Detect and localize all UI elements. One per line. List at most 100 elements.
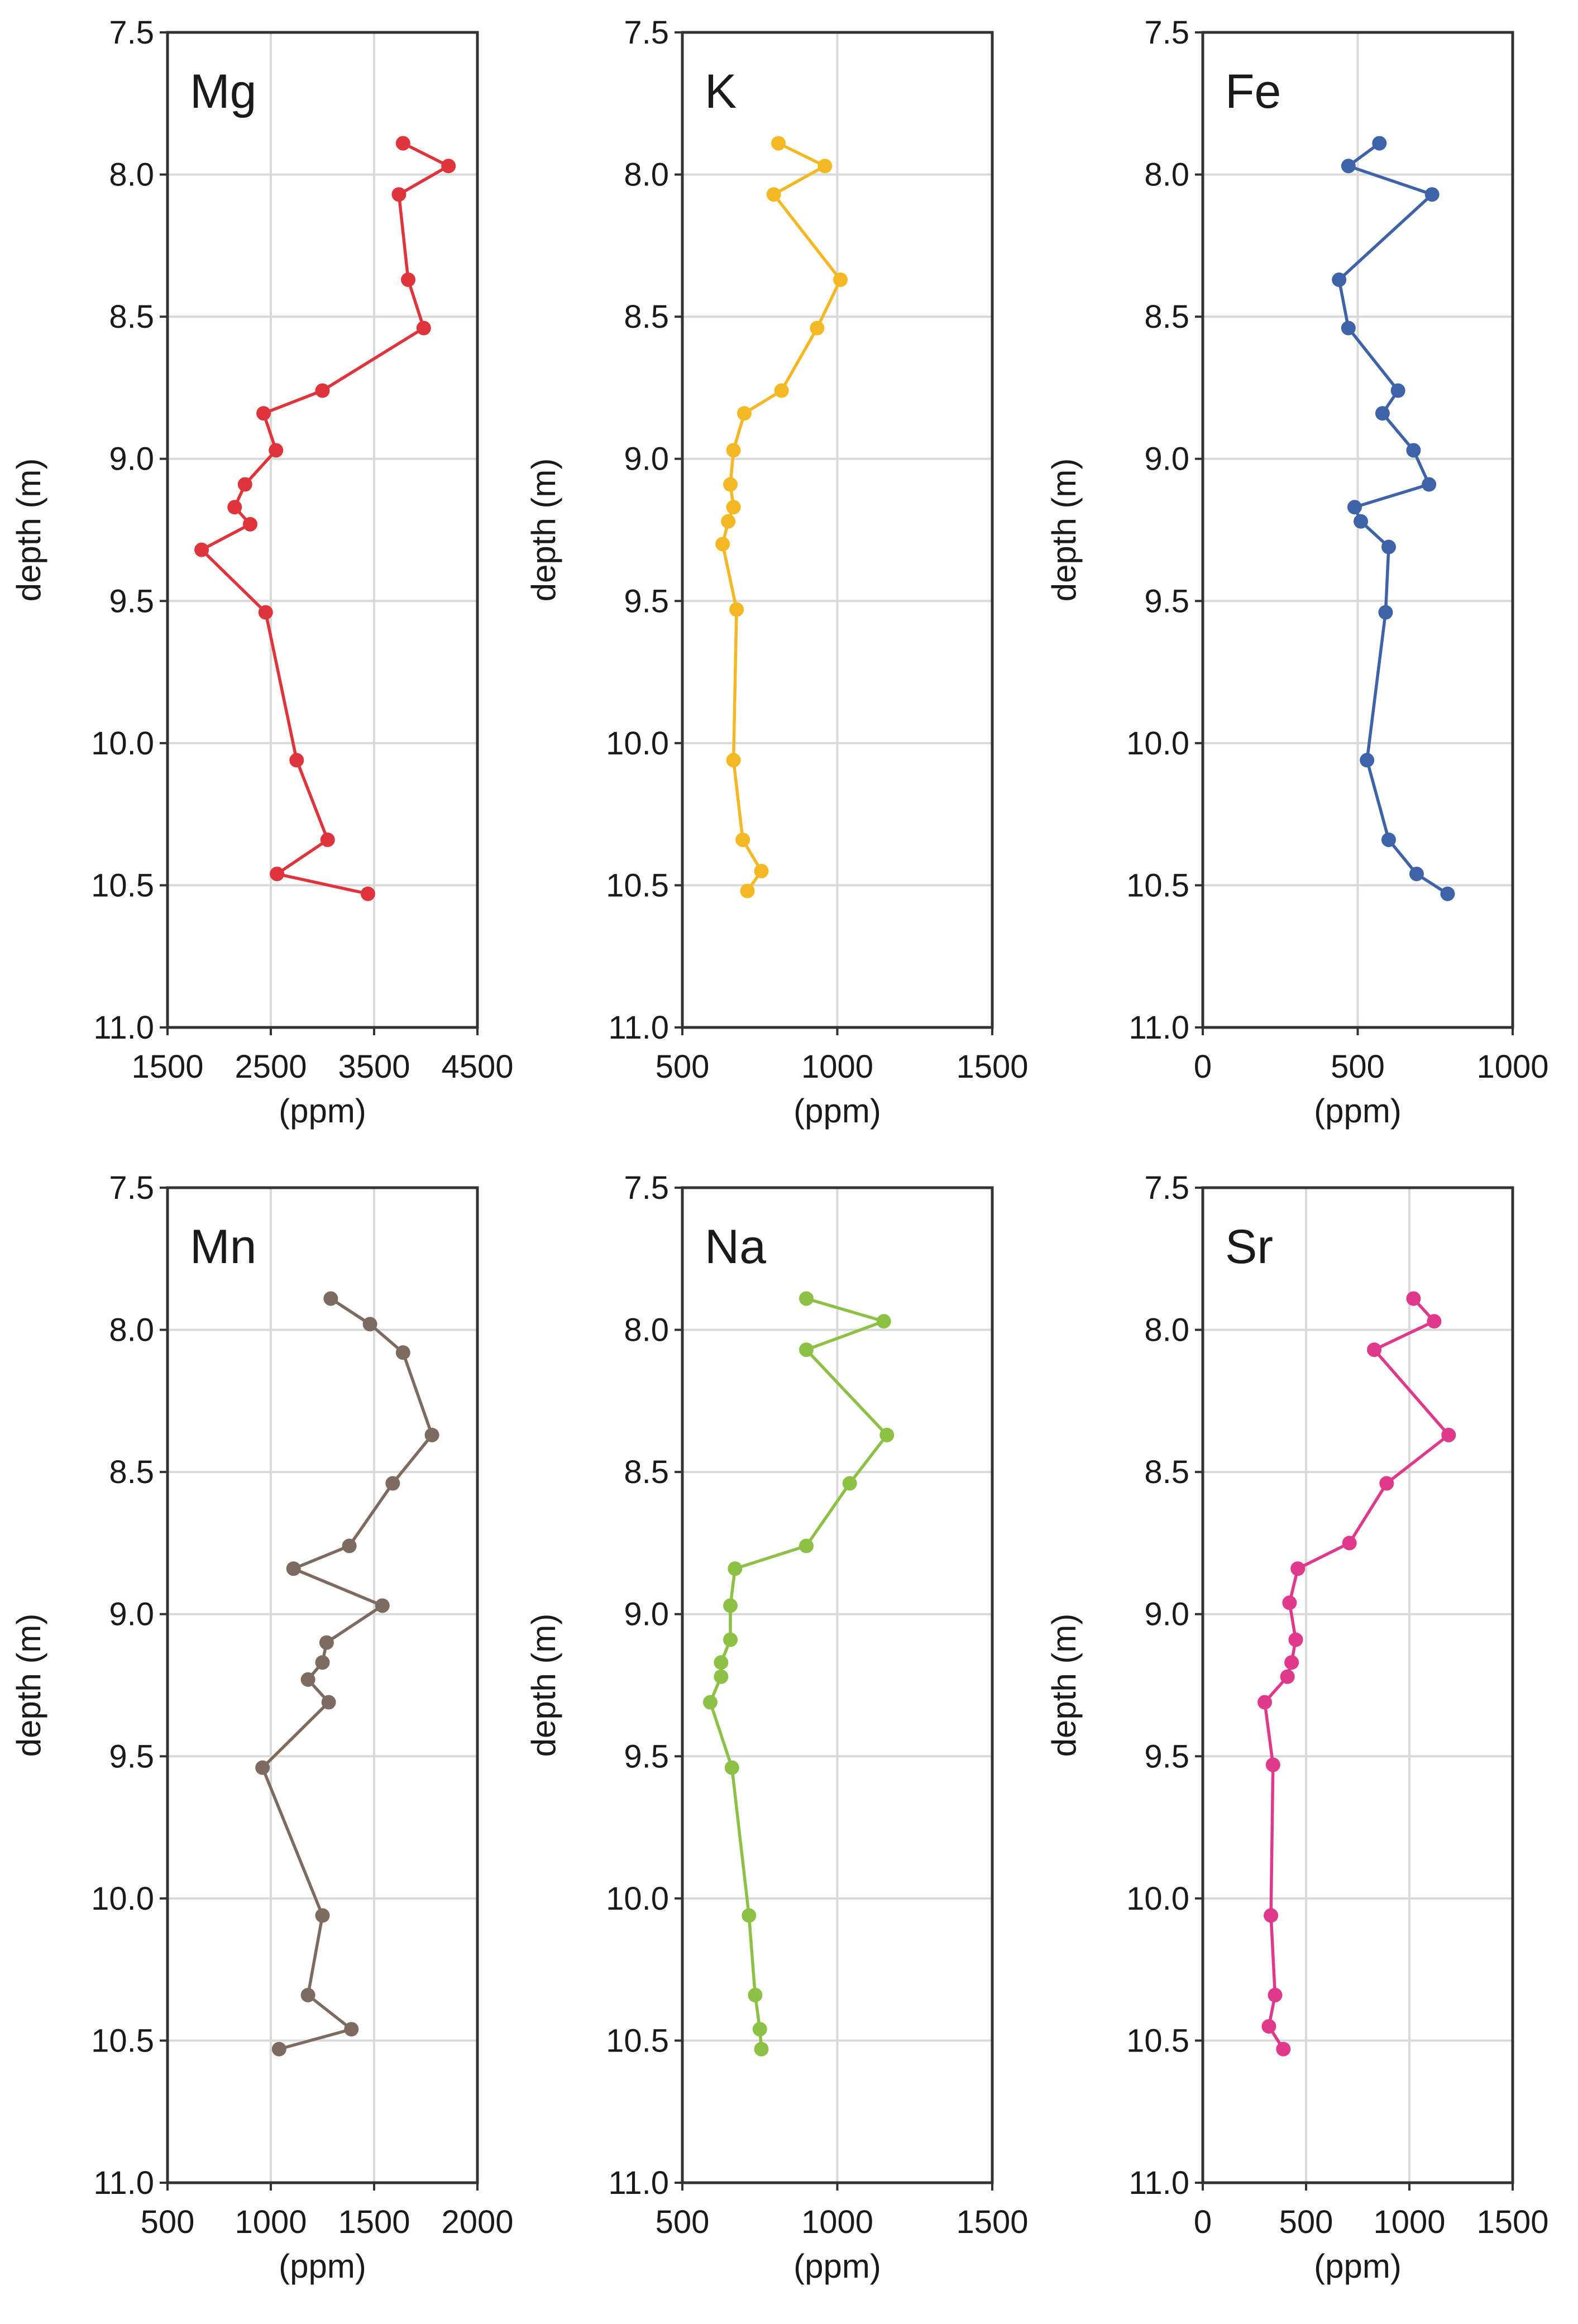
series-line-mg (200, 142, 450, 896)
x-tick-label: 1000 (801, 2204, 873, 2240)
y-axis-title: depth (m) (525, 458, 562, 602)
x-axis-title: (ppm) (793, 1092, 881, 1130)
plot-frame (681, 31, 994, 1029)
data-point-mg (269, 443, 284, 458)
data-point-mg (237, 477, 252, 492)
data-point-k (737, 406, 752, 421)
data-point-mn (362, 1317, 377, 1332)
data-point-mn (321, 1695, 336, 1710)
data-point-mn (286, 1561, 301, 1576)
y-tick-label: 7.5 (109, 1170, 154, 1206)
data-point-k (715, 537, 730, 552)
panel-title-sr: Sr (1225, 1220, 1273, 1274)
y-tick-label: 11.0 (608, 1010, 669, 1046)
y-tick-label: 8.5 (109, 299, 154, 335)
data-point-mg (395, 136, 410, 151)
data-point-fe (1378, 605, 1393, 620)
data-point-sr (1284, 1655, 1299, 1670)
y-tick-label: 9.5 (1144, 583, 1189, 619)
data-point-k (726, 443, 741, 458)
y-tick-label: 9.0 (624, 1596, 669, 1633)
data-point-sr (1290, 1561, 1306, 1576)
x-tick-label: 1500 (956, 1049, 1028, 1085)
data-point-sr (1257, 1695, 1272, 1710)
data-point-mn (319, 1635, 334, 1650)
data-point-mg (416, 321, 431, 336)
data-point-fe (1372, 136, 1387, 151)
data-point-na (742, 1908, 757, 1923)
y-tick-label: 8.0 (1144, 157, 1189, 193)
y-tick-label: 9.0 (624, 441, 669, 477)
y-tick-label: 9.5 (624, 1738, 669, 1775)
data-point-fe (1360, 753, 1375, 768)
y-tick-label: 10.0 (1126, 725, 1189, 762)
y-tick-label: 7.5 (109, 15, 154, 51)
data-point-mg (401, 272, 416, 287)
y-tick-label: 7.5 (624, 15, 669, 51)
data-point-mn (315, 1655, 330, 1670)
data-point-mg (258, 605, 273, 620)
data-point-na (879, 1427, 895, 1442)
data-point-mn (271, 2041, 286, 2057)
data-point-mg (391, 187, 407, 202)
x-tick-label: 3500 (338, 1049, 410, 1085)
y-tick-label: 7.5 (624, 1170, 669, 1206)
data-point-na (748, 1987, 763, 2002)
data-point-fe (1381, 539, 1396, 554)
y-tick-label: 8.5 (1144, 1454, 1189, 1490)
y-tick-label: 8.0 (624, 1312, 669, 1349)
data-point-sr (1406, 1291, 1421, 1306)
data-point-na (842, 1476, 857, 1491)
plot-frame (1201, 1186, 1514, 2184)
y-axis-title: depth (m) (1045, 458, 1083, 602)
data-point-k (754, 863, 769, 878)
y-tick-label: 10.0 (91, 1881, 154, 1917)
data-point-mg (270, 867, 285, 882)
x-tick-label: 1500 (131, 1049, 203, 1085)
data-point-k (833, 272, 848, 287)
panel-title-fe: Fe (1225, 65, 1281, 118)
y-tick-label: 9.5 (109, 583, 154, 619)
data-point-fe (1341, 321, 1356, 336)
y-axis-title: depth (m) (525, 1614, 562, 1757)
x-tick-label: 1500 (338, 2204, 410, 2240)
x-tick-label: 1000 (1476, 1049, 1548, 1085)
data-point-fe (1422, 477, 1437, 492)
data-point-mn (255, 1760, 270, 1775)
data-point-sr (1288, 1632, 1303, 1647)
panel-title-mg: Mg (190, 65, 256, 118)
panel-title-k: K (705, 65, 737, 118)
x-tick-label: 500 (656, 2204, 710, 2240)
data-point-k (766, 187, 781, 202)
data-point-k (774, 383, 789, 398)
data-point-sr (1427, 1314, 1442, 1329)
x-tick-label: 1500 (1476, 2204, 1548, 2240)
data-point-mg (441, 159, 456, 174)
series-line-k (721, 142, 842, 892)
y-axis-title: depth (m) (10, 1614, 47, 1757)
y-tick-label: 8.0 (624, 157, 669, 193)
x-axis-title: (ppm) (793, 2248, 881, 2285)
y-tick-label: 10.5 (91, 867, 154, 903)
panel-sr: 7.5 8.0 8.5 9.0 9.5 10.0 10.5 11.00 500 1000 1500 (… (1045, 1170, 1549, 2285)
y-tick-label: 10.0 (606, 725, 669, 762)
data-point-sr (1367, 1342, 1382, 1357)
x-tick-label: 500 (656, 1049, 710, 1085)
x-axis-title: (ppm) (279, 2248, 366, 2285)
y-tick-label: 10.0 (91, 725, 154, 762)
data-point-mn (395, 1345, 410, 1360)
data-point-k (740, 883, 755, 898)
x-axis-title: (ppm) (1314, 1092, 1402, 1130)
data-point-k (721, 514, 736, 529)
x-tick-label: 500 (141, 2204, 195, 2240)
y-tick-label: 9.5 (624, 583, 669, 619)
plot-frame (166, 1186, 479, 2184)
data-point-fe (1440, 886, 1455, 901)
data-point-na (702, 1695, 718, 1710)
data-point-sr (1280, 1669, 1295, 1684)
data-point-mg (360, 886, 375, 901)
data-point-mn (323, 1291, 338, 1306)
data-point-fe (1354, 514, 1369, 529)
